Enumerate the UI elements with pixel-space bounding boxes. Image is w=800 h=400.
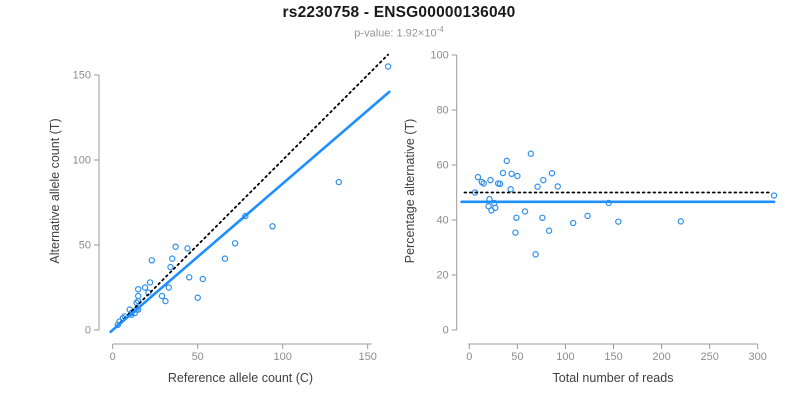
data-point [539,214,546,221]
data-point [474,173,482,181]
data-point [185,274,193,281]
x-tick-label: 100 [274,351,292,363]
data-point [231,240,239,247]
x-tick-label: 250 [700,351,718,363]
x-tick-label: 200 [652,351,670,363]
data-point [158,292,166,300]
y-tick-label: 20 [436,270,448,282]
data-point [221,255,229,262]
data-point [554,183,561,190]
data-point [141,284,149,291]
x-axis-title: Reference allele count (C) [168,371,313,385]
data-point [165,284,172,291]
pvalue-text: p-value: 1.92×10 [354,27,437,40]
data-point [532,251,539,258]
data-point [148,257,155,264]
y-tick-label: 80 [436,105,448,117]
y-tick-label: 40 [436,215,448,227]
data-point [584,212,591,220]
y-tick-label: 100 [430,50,448,62]
data-point [172,243,179,250]
x-tick-label: 150 [604,351,622,363]
data-point [242,212,249,220]
data-point [545,227,553,234]
data-point [569,219,577,227]
data-point [615,218,622,225]
data-point [499,169,507,177]
data-point [548,170,556,177]
data-point [540,176,547,184]
data-point [146,279,154,286]
data-point [184,245,191,252]
data-point [503,157,510,165]
data-point [496,180,504,188]
x-tick-label: 50 [511,351,523,363]
x-tick-label: 0 [466,351,472,363]
y-axis-title: Alternative allele count (T) [48,118,62,263]
data-point [770,192,778,199]
right-scatter-plot: 0 20 40 60 80 100 0 50 100 150 200 250 300 Total numb… [403,50,778,385]
data-point [527,150,535,157]
data-point [512,229,519,236]
data-point [677,218,685,225]
regression-line [109,90,391,334]
data-point [514,172,521,180]
data-point [513,214,520,221]
x-tick-label: 100 [556,351,574,363]
data-point [162,297,169,305]
data-point [199,275,206,283]
x-tick-label: 50 [192,351,204,363]
y-tick-label: 150 [73,70,91,82]
y-axis-title: Percentage alternative (T) [403,119,417,264]
data-point [507,185,514,193]
y-tick-label: 0 [85,325,91,337]
data-point [508,170,515,177]
x-tick-label: 300 [749,351,767,363]
data-point [194,294,201,301]
data-point [521,208,529,215]
data-point [492,204,499,212]
y-tick-label: 100 [73,155,91,167]
pvalue-exponent: -4 [436,25,444,34]
x-tick-label: 0 [110,351,116,363]
y-tick-label: 60 [436,160,448,172]
identity-line [111,53,390,331]
x-axis-title: Total number of reads [553,371,674,385]
data-point [480,180,487,187]
figure-subtitle: p-value: 1.92×10-4 [0,25,798,40]
data-point [167,263,174,271]
data-point [485,203,492,210]
data-point [335,178,342,186]
data-point [134,292,142,300]
figure-title: rs2230758 - ENSG00000136040 [282,4,516,21]
y-tick-label: 50 [79,240,91,252]
data-point [487,176,494,184]
y-tick-label: 0 [443,325,449,337]
data-point [534,183,541,190]
data-point [168,255,176,262]
x-tick-label: 150 [359,351,377,363]
data-point [134,286,142,293]
data-point [269,223,276,230]
data-point [384,63,392,70]
left-scatter-plot: 0 50 100 150 0 50 100 150 Reference allele count… [48,53,392,385]
